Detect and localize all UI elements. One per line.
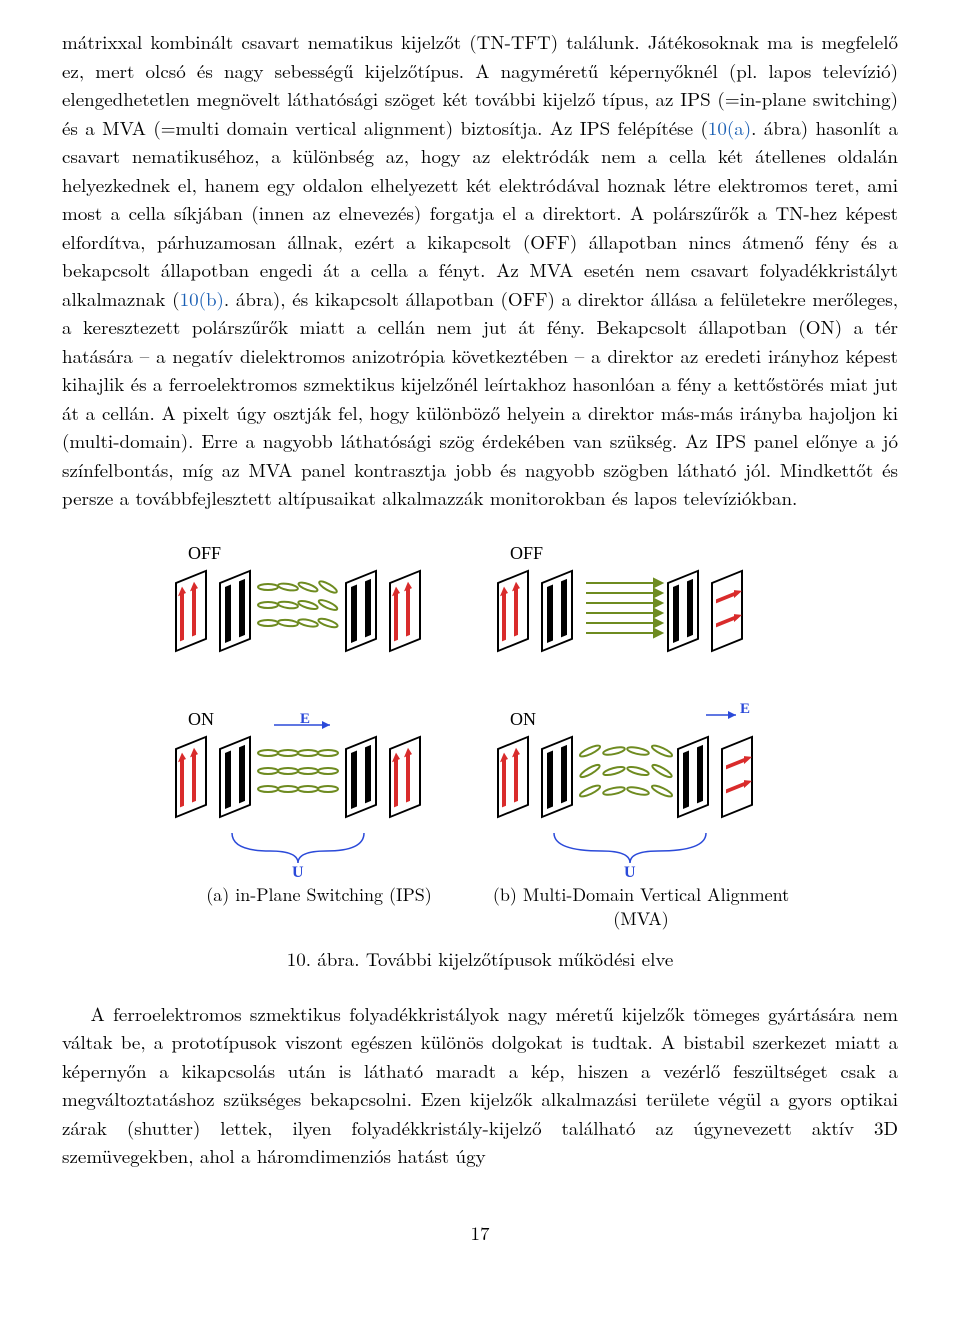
label-on-b: ON	[510, 709, 536, 729]
body-paragraph-1: mátrixxal kombinált csavart nematikus ki…	[62, 28, 898, 513]
subfigure-a-svg: OFF	[170, 537, 468, 877]
subfigure-a: OFF	[170, 537, 468, 907]
figure-caption: 10. ábra. További kijelzőtípusok működés…	[170, 945, 790, 974]
figure-10: OFF	[170, 537, 790, 974]
label-on-a: ON	[188, 709, 214, 729]
page-number: 17	[62, 1219, 898, 1248]
label-U-b: U	[624, 864, 636, 877]
subfigure-b: OFF	[492, 537, 790, 932]
label-E-b: E	[740, 701, 750, 717]
label-off-b: OFF	[510, 543, 543, 563]
subfigure-a-caption: (a) in-Plane Switching (IPS)	[206, 883, 432, 907]
label-U-a: U	[292, 864, 304, 877]
figure-row: OFF	[170, 537, 790, 932]
body-paragraph-2: A ferroelektromos szmektikus folyadékkri…	[62, 1000, 898, 1171]
label-off-a: OFF	[188, 543, 221, 563]
subfigure-b-caption: (b) Multi-Domain Vertical Alignment (MVA…	[492, 883, 790, 932]
subfigure-b-svg: OFF	[492, 537, 790, 877]
